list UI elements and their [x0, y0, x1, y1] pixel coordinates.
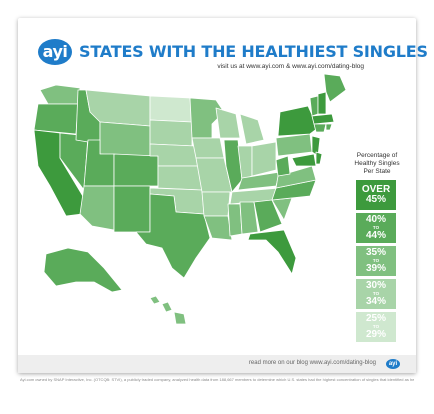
legend-value-label: 44% [365, 230, 386, 242]
legend-to-label: TO [372, 323, 380, 329]
legend-value-label: 35% [365, 246, 386, 258]
state-louisiana [203, 215, 233, 241]
state-new-york [277, 105, 319, 137]
legend-value-label: 29% [365, 329, 386, 341]
state-colorado [113, 153, 159, 187]
legend-title: Percentage of Healthy Singles Per State [354, 152, 400, 175]
legend-value-label: 39% [365, 263, 386, 275]
state-mississippi [227, 203, 243, 237]
state-texas [135, 193, 211, 279]
state-washington [39, 84, 81, 105]
state-georgia [253, 199, 283, 233]
legend-to-label: TO [372, 257, 380, 263]
us-map [33, 73, 347, 325]
legend-value-label: 40% [365, 213, 386, 225]
state-alabama [239, 201, 259, 235]
footer-bar: read more on our blog www.ayi.com/dating… [18, 355, 416, 373]
state-florida [247, 229, 297, 275]
footer-logo[interactable]: ayi [386, 359, 400, 369]
state-kansas [157, 165, 203, 191]
subtitle-links[interactable]: visit us at www.ayi.com & www.ayi.com/da… [217, 63, 364, 70]
state-delaware [315, 151, 323, 165]
disclaimer-text: Ayi.com owned by SNAP Interactive, Inc. … [20, 377, 414, 382]
legend-item: 30% TO 34% [356, 279, 396, 309]
state-oregon [33, 103, 79, 135]
state-pennsylvania [275, 133, 313, 157]
state-new-hampshire [317, 91, 327, 115]
legend-item: 40% TO 44% [356, 213, 396, 243]
state-virginia [275, 165, 317, 189]
state-arizona [79, 185, 115, 231]
page-title: STATES WITH THE HEALTHIEST SINGLES [79, 42, 428, 61]
legend-item: OVER 45% [356, 180, 396, 210]
ayi-logo[interactable]: ayi [38, 39, 72, 65]
state-arkansas [201, 191, 231, 217]
state-michigan [239, 113, 265, 145]
state-north-dakota [149, 95, 193, 123]
state-wyoming [99, 121, 151, 159]
state-ohio [251, 141, 277, 177]
state-west-virginia [275, 155, 291, 177]
blog-link[interactable]: read more on our blog www.ayi.com/dating… [248, 360, 376, 366]
state-hawaii [149, 295, 187, 325]
legend-value-label: 34% [365, 296, 386, 308]
legend-to-label: TO [372, 290, 380, 296]
state-massachusetts [311, 113, 335, 125]
legend-item: 35% TO 39% [356, 246, 396, 276]
state-maryland [291, 153, 317, 167]
state-wisconsin [215, 107, 241, 139]
state-iowa [191, 137, 225, 159]
state-connecticut [313, 123, 327, 133]
state-alaska [43, 247, 123, 293]
legend-value-label: OVER [361, 184, 391, 195]
state-illinois [223, 139, 243, 193]
legend-to-label: TO [372, 224, 380, 230]
legend-value-label: 30% [365, 279, 386, 291]
state-rhode-island [325, 123, 333, 131]
legend-value-label: 45% [365, 194, 386, 205]
legend-item: 25% TO 29% [356, 312, 396, 342]
state-new-mexico [113, 185, 151, 233]
state-maine [323, 73, 347, 103]
state-south-dakota [149, 119, 193, 147]
legend-value-label: 25% [365, 312, 386, 324]
legend: OVER 45% 40% TO 44% 35% TO 39% 30% TO 34% 25% TO 29% [356, 180, 396, 345]
